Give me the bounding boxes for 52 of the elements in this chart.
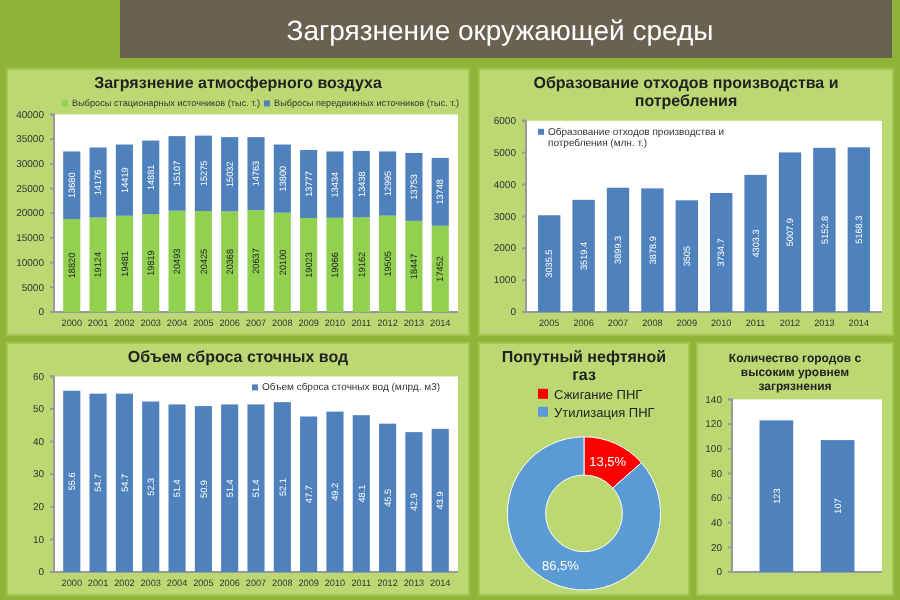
bar [89, 217, 107, 312]
bar [379, 215, 397, 312]
bar [778, 152, 802, 312]
bar [247, 404, 265, 572]
bar [606, 187, 630, 312]
bar [300, 416, 318, 572]
chart-title: Попутный нефтяной газ [501, 348, 667, 385]
bar [538, 215, 561, 312]
bar [405, 220, 423, 312]
bar [675, 200, 698, 312]
bar [142, 401, 160, 572]
bar [326, 151, 344, 218]
bar [194, 211, 212, 312]
bar [168, 404, 186, 572]
bar [221, 404, 239, 572]
chart-title: Объем сброса сточных вод [127, 348, 349, 366]
bar [710, 192, 733, 312]
bar [194, 406, 212, 572]
bar [115, 393, 133, 572]
bar [168, 136, 186, 211]
bar [431, 428, 449, 572]
bar [326, 217, 344, 312]
bar [352, 415, 370, 572]
bar [273, 402, 291, 572]
bar [221, 211, 239, 312]
bar [572, 199, 595, 312]
bar [168, 210, 186, 312]
bar [326, 411, 344, 572]
bar [379, 423, 397, 572]
bar [89, 393, 107, 572]
chart-title: Загрязнение атмосферного воздуха [94, 74, 383, 92]
bar [405, 432, 423, 572]
bar [847, 147, 870, 312]
bar [431, 225, 449, 312]
bar [247, 210, 265, 312]
bar [352, 217, 370, 312]
donut-slice [506, 436, 661, 591]
bar [813, 147, 836, 312]
bar [89, 147, 107, 218]
bar [247, 137, 265, 211]
bar [115, 144, 133, 216]
bar [300, 218, 318, 312]
bar [115, 215, 133, 312]
bar [744, 174, 767, 312]
bar [142, 214, 160, 312]
bar [641, 188, 664, 312]
bar [300, 149, 318, 219]
chart-title: Образование отходов производства и потребления [533, 74, 839, 111]
bar [63, 219, 81, 312]
bar [273, 212, 291, 312]
text: Загрязнение окружающей среды [286, 14, 714, 46]
bar [63, 390, 81, 572]
